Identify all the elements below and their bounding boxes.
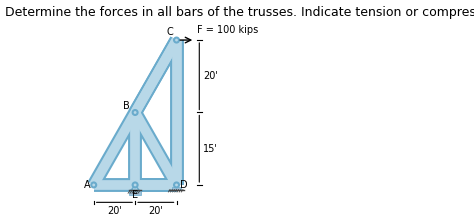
Text: C: C [167,27,173,37]
Text: E: E [132,190,138,200]
Bar [129,191,141,195]
Text: B: B [123,101,130,111]
Circle shape [133,183,137,187]
Text: A: A [84,180,91,190]
Text: F = 100 kips: F = 100 kips [197,25,258,35]
Circle shape [133,110,137,115]
Text: 20': 20' [203,71,219,81]
Text: Determine the forces in all bars of the trusses. Indicate tension or compression: Determine the forces in all bars of the … [5,6,474,19]
Text: 20': 20' [148,206,163,216]
Circle shape [174,38,179,43]
Text: 15': 15' [203,144,219,154]
Circle shape [174,183,179,187]
Bar [172,187,182,189]
Text: D: D [180,180,187,190]
Circle shape [91,183,96,187]
Polygon shape [131,185,139,190]
Text: 20': 20' [107,206,122,216]
